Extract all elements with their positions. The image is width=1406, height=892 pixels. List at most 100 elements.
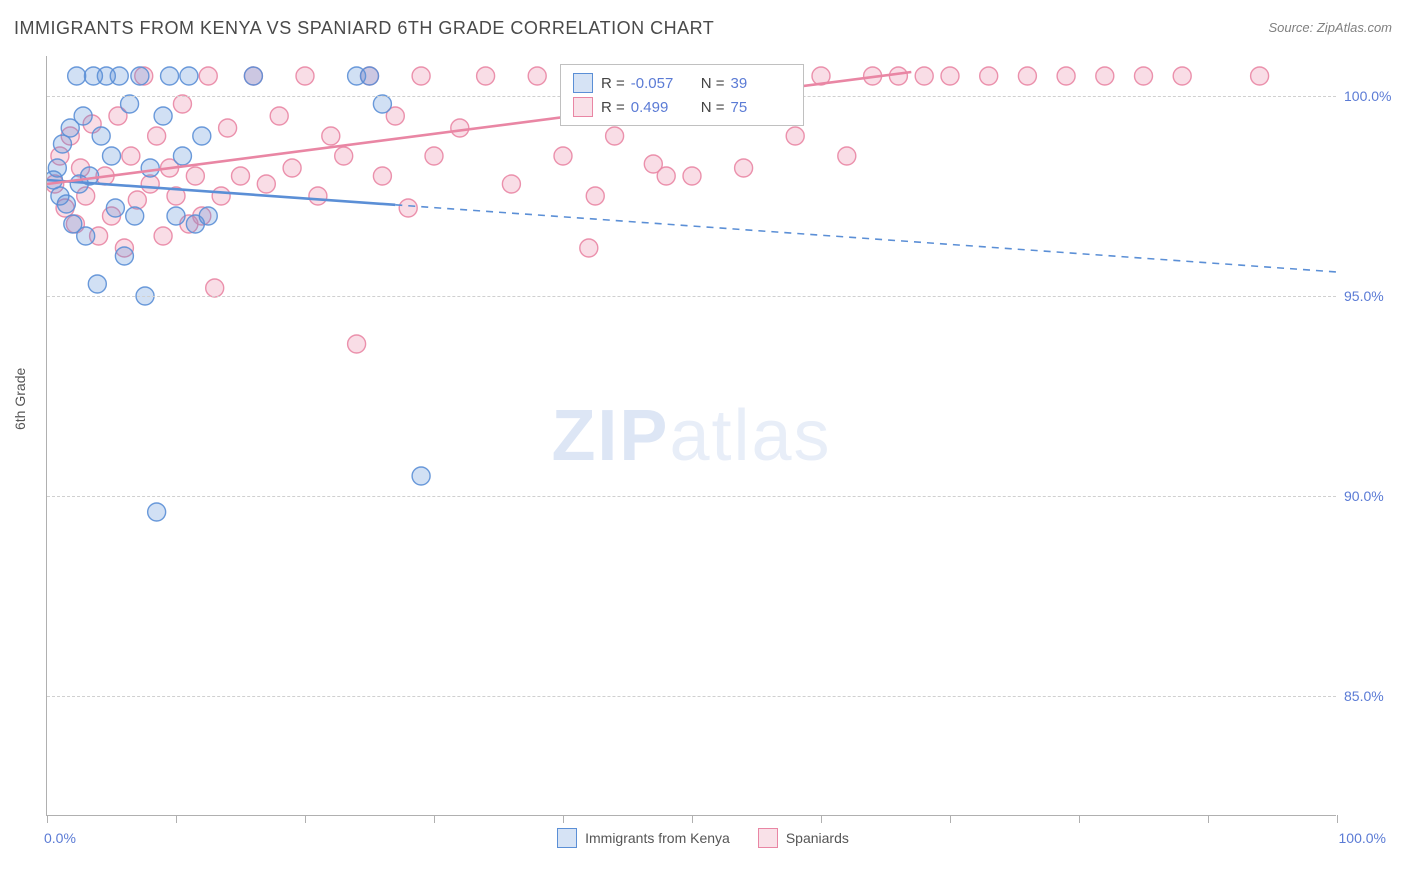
legend-swatch-icon: [557, 828, 577, 848]
scatter-point-kenya: [77, 227, 95, 245]
scatter-point-kenya: [57, 195, 75, 213]
y-tick-label: 95.0%: [1344, 288, 1392, 304]
x-tick: [176, 815, 177, 823]
legend-n-value: 39: [731, 75, 791, 92]
trend-line-dashed-kenya: [395, 205, 1337, 272]
scatter-point-kenya: [115, 247, 133, 265]
scatter-point-spaniards: [322, 127, 340, 145]
scatter-point-spaniards: [606, 127, 624, 145]
scatter-point-spaniards: [889, 67, 907, 85]
y-tick-label: 85.0%: [1344, 688, 1392, 704]
scatter-point-kenya: [173, 147, 191, 165]
scatter-point-spaniards: [412, 67, 430, 85]
scatter-point-spaniards: [586, 187, 604, 205]
legend-swatch-icon: [573, 97, 593, 117]
legend-r-value: -0.057: [631, 75, 691, 92]
scatter-point-spaniards: [915, 67, 933, 85]
source-label: Source: ZipAtlas.com: [1268, 20, 1392, 35]
scatter-point-spaniards: [199, 67, 217, 85]
scatter-point-spaniards: [580, 239, 598, 257]
scatter-point-spaniards: [128, 191, 146, 209]
scatter-point-kenya: [48, 159, 66, 177]
scatter-point-spaniards: [554, 147, 572, 165]
scatter-point-kenya: [161, 67, 179, 85]
legend-r-label: R =: [601, 99, 625, 116]
scatter-point-kenya: [121, 95, 139, 113]
scatter-point-kenya: [92, 127, 110, 145]
scatter-point-kenya: [110, 67, 128, 85]
scatter-point-spaniards: [786, 127, 804, 145]
scatter-point-spaniards: [206, 279, 224, 297]
scatter-point-kenya: [148, 503, 166, 521]
chart-title: IMMIGRANTS FROM KENYA VS SPANIARD 6TH GR…: [14, 18, 714, 39]
legend-swatch-icon: [758, 828, 778, 848]
legend-row-spaniards: R = 0.499 N = 75: [573, 95, 791, 119]
scatter-point-spaniards: [296, 67, 314, 85]
chart-svg: [47, 56, 1337, 816]
scatter-point-kenya: [53, 135, 71, 153]
legend-r-label: R =: [601, 75, 625, 92]
legend-swatch-icon: [573, 73, 593, 93]
scatter-point-spaniards: [373, 167, 391, 185]
scatter-point-spaniards: [644, 155, 662, 173]
scatter-point-spaniards: [1018, 67, 1036, 85]
scatter-point-spaniards: [122, 147, 140, 165]
legend-n-value: 75: [731, 99, 791, 116]
scatter-point-kenya: [361, 67, 379, 85]
scatter-point-spaniards: [1173, 67, 1191, 85]
x-tick: [305, 815, 306, 823]
scatter-point-spaniards: [348, 335, 366, 353]
scatter-point-kenya: [180, 67, 198, 85]
y-tick-label: 100.0%: [1344, 88, 1392, 104]
legend-n-label: N =: [701, 75, 725, 92]
legend-r-value: 0.499: [631, 99, 691, 116]
scatter-point-kenya: [106, 199, 124, 217]
series-legend: Immigrants from Kenya Spaniards: [0, 828, 1406, 851]
bottom-legend-label: Spaniards: [786, 830, 849, 846]
scatter-point-kenya: [167, 207, 185, 225]
scatter-point-kenya: [103, 147, 121, 165]
scatter-point-spaniards: [219, 119, 237, 137]
gridline-h: [47, 696, 1336, 697]
bottom-legend-item-kenya: Immigrants from Kenya: [557, 828, 730, 848]
x-tick: [47, 815, 48, 823]
scatter-point-spaniards: [173, 95, 191, 113]
x-tick: [692, 815, 693, 823]
scatter-point-kenya: [141, 159, 159, 177]
bottom-legend-item-spaniards: Spaniards: [758, 828, 849, 848]
correlation-legend: R = -0.057 N = 39 R = 0.499 N = 75: [560, 64, 804, 126]
scatter-point-spaniards: [1096, 67, 1114, 85]
scatter-point-spaniards: [528, 67, 546, 85]
scatter-point-spaniards: [451, 119, 469, 137]
scatter-point-spaniards: [154, 227, 172, 245]
legend-n-label: N =: [701, 99, 725, 116]
scatter-point-spaniards: [941, 67, 959, 85]
scatter-point-spaniards: [1251, 67, 1269, 85]
scatter-point-spaniards: [1057, 67, 1075, 85]
x-tick: [1079, 815, 1080, 823]
scatter-point-kenya: [154, 107, 172, 125]
scatter-point-kenya: [88, 275, 106, 293]
y-tick-label: 90.0%: [1344, 488, 1392, 504]
gridline-h: [47, 296, 1336, 297]
scatter-point-kenya: [199, 207, 217, 225]
bottom-legend-label: Immigrants from Kenya: [585, 830, 730, 846]
x-tick: [563, 815, 564, 823]
scatter-point-spaniards: [399, 199, 417, 217]
scatter-point-spaniards: [270, 107, 288, 125]
scatter-point-spaniards: [1135, 67, 1153, 85]
scatter-point-kenya: [373, 95, 391, 113]
scatter-point-kenya: [131, 67, 149, 85]
scatter-point-kenya: [74, 107, 92, 125]
y-axis-title: 6th Grade: [12, 368, 28, 430]
scatter-point-spaniards: [309, 187, 327, 205]
scatter-point-spaniards: [335, 147, 353, 165]
scatter-point-spaniards: [232, 167, 250, 185]
scatter-point-spaniards: [838, 147, 856, 165]
gridline-h: [47, 496, 1336, 497]
legend-row-kenya: R = -0.057 N = 39: [573, 71, 791, 95]
scatter-point-spaniards: [257, 175, 275, 193]
scatter-point-spaniards: [212, 187, 230, 205]
scatter-point-kenya: [193, 127, 211, 145]
scatter-point-spaniards: [980, 67, 998, 85]
